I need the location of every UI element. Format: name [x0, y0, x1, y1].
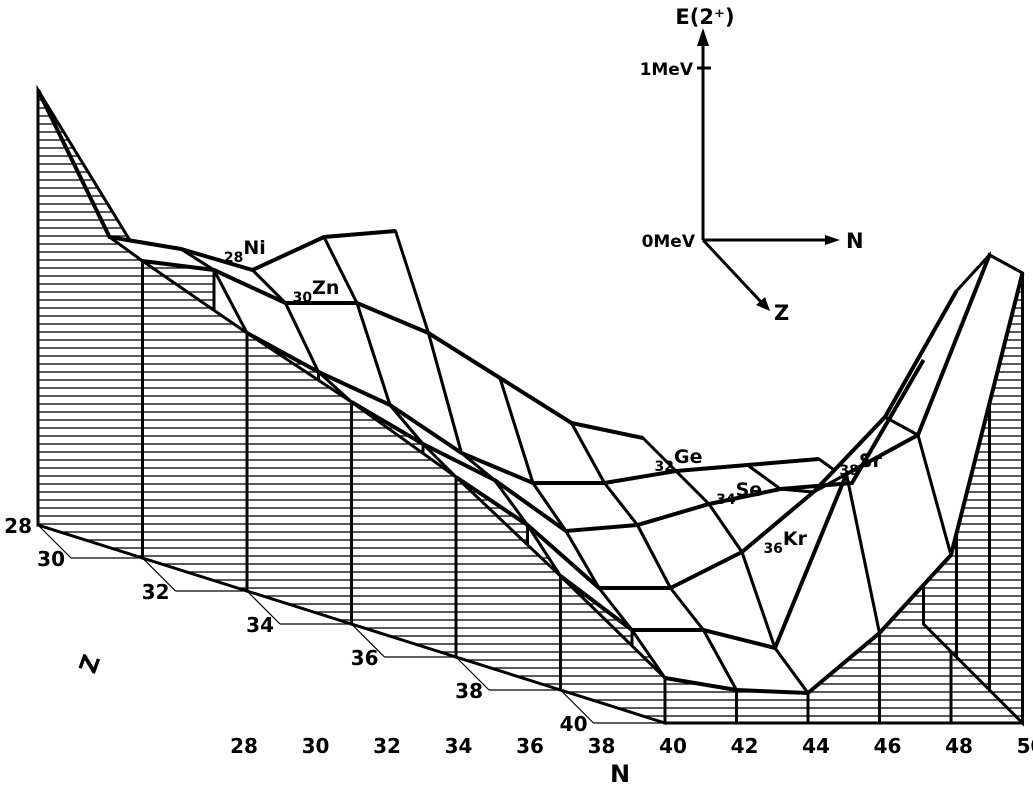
side-wall-panel: [141, 258, 249, 594]
key-energy-label: E(2⁺): [675, 5, 734, 29]
key-z-arrow: [756, 297, 770, 311]
element-label-ni: 28Ni: [224, 237, 266, 266]
key-n-arrow: [825, 235, 840, 245]
element-label-kr: 36Kr: [763, 528, 807, 557]
element-prefix: 38: [839, 463, 858, 479]
key-z-axis: [701, 238, 764, 305]
key-0mev-label: 0MeV: [642, 232, 696, 252]
axis-key: E(2⁺) 1MeV 0MeV N Z: [640, 5, 864, 325]
element-label-sr: 38Sr: [839, 450, 882, 479]
z-tick-32: 32: [142, 580, 170, 604]
element-label-ge: 32Ge: [655, 446, 703, 475]
element-prefix: 32: [655, 459, 674, 475]
n-tick-46: 46: [874, 734, 902, 758]
isotope-ridge: [664, 272, 1025, 696]
element-prefix: 28: [224, 250, 243, 266]
isotope-ridge: [454, 290, 959, 590]
element-prefix: 34: [716, 492, 736, 508]
isotope-ridge: [350, 358, 926, 534]
isotope-ridge: [142, 259, 644, 440]
n-tick-30: 30: [302, 734, 330, 758]
floor-n-line: [37, 524, 72, 559]
isotope-ridge: [559, 254, 992, 651]
n-tick-36: 36: [516, 734, 544, 758]
z-tick-40: 40: [560, 712, 588, 736]
wall-panel: [735, 688, 810, 725]
energy-walls: [36, 84, 1024, 727]
element-label-zn: 30Zn: [293, 277, 340, 306]
key-1mev-label: 1MeV: [640, 60, 694, 80]
key-z-label: Z: [774, 301, 789, 325]
n-tick-34: 34: [445, 734, 473, 758]
element-symbol: Sr: [859, 450, 883, 472]
element-prefix: 30: [293, 290, 313, 306]
n-tick-40: 40: [659, 734, 687, 758]
element-symbol: Zn: [312, 277, 339, 299]
n-tick-32: 32: [373, 734, 401, 758]
n-tick-48: 48: [945, 734, 973, 758]
n-tick-50: 50: [1017, 734, 1033, 758]
side-wall-panel: [36, 84, 144, 561]
z-tick-28: 28: [4, 514, 32, 538]
n-tick-28: 28: [230, 734, 258, 758]
key-energy-arrow: [697, 28, 709, 46]
n-tick-44: 44: [802, 734, 830, 758]
element-symbol: Ge: [674, 446, 702, 468]
isotope-ridge: [36, 89, 396, 273]
element-symbol: Ni: [243, 237, 265, 259]
key-n-label: N: [846, 229, 864, 253]
n-tick-labels: 28 30 32 34 36 38 40 42 44 46 48 50: [230, 734, 1033, 758]
isotope-ridge: [246, 331, 820, 485]
n-tick-38: 38: [588, 734, 616, 758]
z-axis-label: Z: [74, 651, 106, 677]
z-tick-36: 36: [351, 646, 379, 670]
n-axis-label: N: [610, 760, 630, 787]
element-labels: 28Ni30Zn32Ge34Se36Kr38Sr40Zr: [224, 237, 883, 557]
z-tick-34: 34: [246, 613, 274, 637]
n-tick-42: 42: [731, 734, 759, 758]
element-symbol: Kr: [783, 528, 808, 550]
front-outline: [36, 89, 1025, 696]
element-label-se: 34Se: [716, 479, 762, 508]
z-tick-38: 38: [455, 679, 483, 703]
z-tick-30: 30: [37, 547, 65, 571]
element-prefix: 36: [763, 541, 782, 557]
element-symbol: Se: [736, 479, 763, 501]
